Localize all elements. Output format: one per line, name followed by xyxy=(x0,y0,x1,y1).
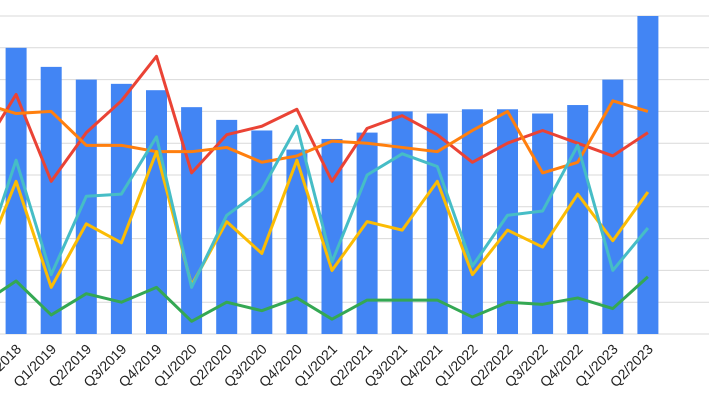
x-axis-tick-labels: 2018Q4/2018Q1/2019Q2/2019Q3/2019Q4/2019Q… xyxy=(0,341,656,390)
series-line-3 xyxy=(0,150,650,289)
bar xyxy=(391,111,413,335)
bar xyxy=(461,109,483,334)
bar xyxy=(110,83,132,334)
series-line-1 xyxy=(0,54,649,183)
bar xyxy=(426,113,448,335)
bar xyxy=(146,90,167,334)
bar xyxy=(75,79,97,334)
series-line-2 xyxy=(0,99,649,175)
bar xyxy=(497,109,518,334)
bar xyxy=(321,138,343,334)
bar xyxy=(40,66,62,334)
bar xyxy=(532,113,554,335)
series-line-4 xyxy=(0,124,650,289)
bar xyxy=(286,149,308,334)
series-line-5 xyxy=(0,275,649,323)
line-series-group xyxy=(0,54,650,323)
bar xyxy=(181,107,203,334)
bar xyxy=(602,79,624,334)
bar xyxy=(216,119,238,334)
bar xyxy=(5,47,27,335)
bar xyxy=(637,16,659,334)
bar xyxy=(356,132,378,334)
